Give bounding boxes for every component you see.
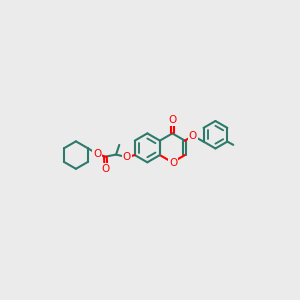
Text: O: O (189, 131, 197, 141)
Text: O: O (123, 152, 131, 162)
Text: O: O (102, 164, 110, 174)
Text: O: O (169, 158, 178, 168)
Text: O: O (93, 149, 101, 159)
Text: O: O (168, 115, 176, 125)
